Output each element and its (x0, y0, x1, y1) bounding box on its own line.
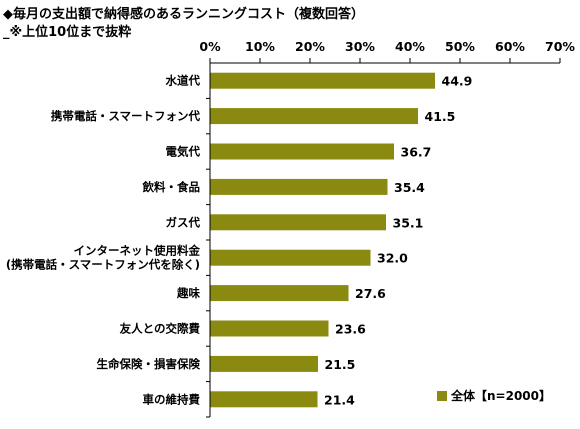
bar (210, 72, 435, 89)
x-tick-label: 0% (199, 39, 221, 54)
data-label: 35.4 (394, 180, 425, 195)
data-label: 21.5 (325, 357, 356, 372)
category-label: 車の維持費 (143, 392, 201, 406)
x-tick-label: 20% (295, 39, 325, 54)
data-label: 35.1 (393, 215, 424, 230)
bar (210, 391, 318, 408)
category-label: インターネット使用料金 (74, 244, 201, 258)
legend-swatch (437, 391, 447, 401)
data-label: 27.6 (355, 286, 386, 301)
x-tick-label: 10% (245, 39, 275, 54)
category-label: 電気代 (166, 145, 201, 159)
data-label: 36.7 (401, 145, 432, 160)
category-label: 飲料・食品 (142, 180, 201, 194)
x-tick-label: 60% (495, 39, 525, 54)
bar (210, 108, 418, 125)
x-tick-label: 70% (545, 39, 575, 54)
bar (210, 178, 388, 195)
x-tick-label: 30% (345, 39, 375, 54)
category-label: 生命保険・損害保険 (97, 357, 201, 371)
chart-title: ◆毎月の支出額で納得感のあるランニングコスト（複数回答） (3, 7, 364, 22)
bar (210, 355, 318, 372)
data-label: 41.5 (425, 109, 456, 124)
bar (210, 143, 394, 160)
bar (210, 320, 329, 337)
chart-subtitle: _※上位10位まで抜粋 (3, 25, 132, 40)
category-label: ガス代 (166, 215, 201, 229)
bar (210, 214, 386, 231)
x-tick-label: 50% (445, 39, 475, 54)
data-label: 23.6 (335, 322, 366, 337)
category-label: 水道代 (166, 74, 201, 88)
category-label: 携帯電話・スマートフォン代 (51, 109, 201, 123)
category-label: (携帯電話・スマートフォン代を除く) (6, 258, 200, 272)
data-label: 21.4 (324, 392, 355, 407)
bar (210, 249, 371, 266)
data-label: 32.0 (377, 251, 408, 266)
category-label: 友人との交際費 (120, 322, 201, 336)
data-label: 44.9 (442, 74, 473, 89)
category-label: 趣味 (176, 286, 200, 300)
legend-label: 全体【n=2000】 (450, 388, 551, 403)
bar (210, 285, 349, 302)
x-tick-label: 40% (395, 39, 425, 54)
